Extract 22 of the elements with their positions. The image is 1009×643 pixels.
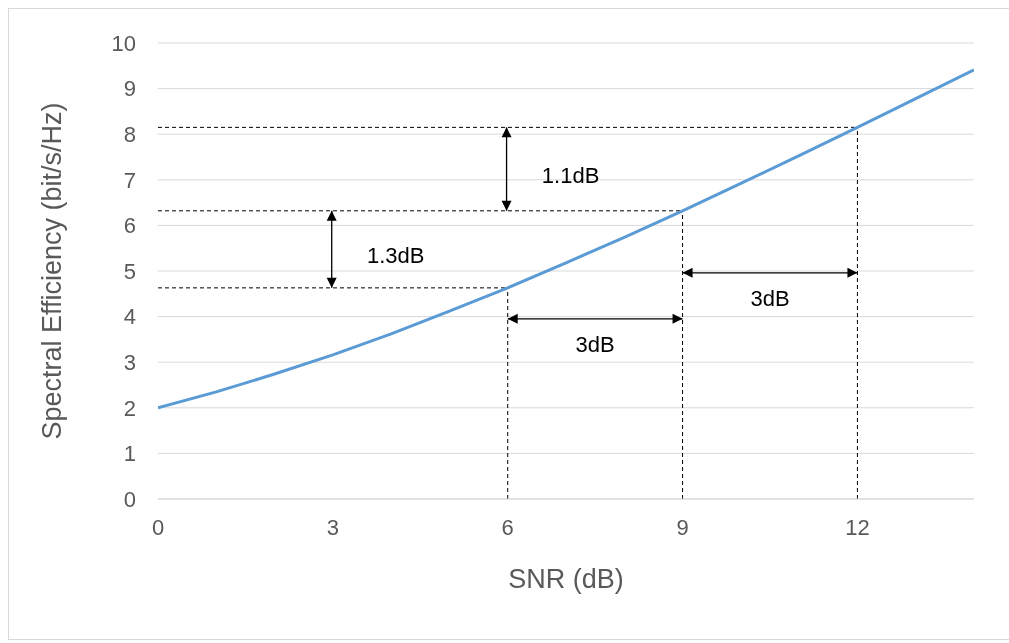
x-tick-label: 6	[501, 514, 514, 540]
y-tick-label: 5	[123, 258, 136, 284]
y-tick-label: 7	[123, 167, 136, 193]
x-tick-label: 9	[676, 514, 689, 540]
annotation: 3dB	[750, 286, 790, 312]
x-tick-label: 12	[845, 514, 870, 540]
y-tick-label: 8	[123, 122, 136, 148]
y-tick-label: 9	[123, 76, 136, 102]
y-tick-label: 1	[123, 441, 136, 467]
y-tick-label: 2	[123, 395, 136, 421]
x-tick-label: 0	[151, 514, 165, 540]
y-tick-label: 0	[123, 486, 136, 512]
annotation: 1.1dB	[541, 162, 600, 188]
annotation: 1.3dB	[366, 242, 425, 268]
y-tick-label: 10	[111, 30, 136, 56]
x-tick-label: 3	[326, 514, 339, 540]
y-tick-label: 4	[123, 304, 136, 330]
x-axis-title: SNR (dB)	[508, 564, 624, 595]
y-tick-label: 6	[123, 213, 136, 239]
y-axis-title: Spectral Efficiency (bit/s/Hz)	[36, 102, 67, 440]
annotation: 3dB	[575, 332, 615, 358]
y-tick-label: 3	[123, 350, 136, 376]
